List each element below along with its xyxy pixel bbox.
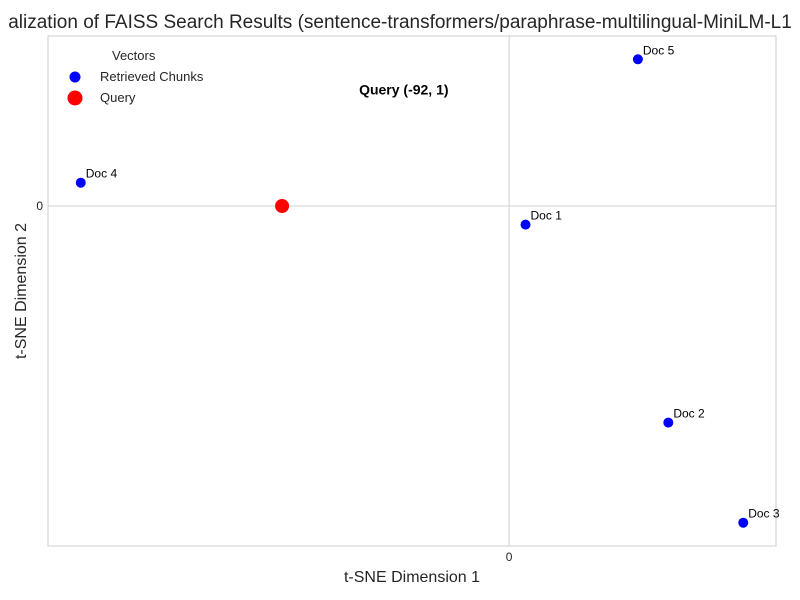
chart-title: alization of FAISS Search Results (sente… bbox=[8, 12, 792, 33]
legend-marker-retrieved-chunks bbox=[69, 71, 81, 83]
data-point bbox=[663, 417, 674, 428]
legend-title: Vectors bbox=[112, 48, 156, 63]
data-point bbox=[738, 517, 749, 528]
y-tick-label: 0 bbox=[36, 199, 43, 213]
plot-frame bbox=[47, 35, 777, 547]
point-label: Doc 5 bbox=[643, 43, 675, 57]
point-label: Doc 2 bbox=[673, 407, 705, 421]
query-point bbox=[275, 199, 290, 213]
data-point bbox=[75, 177, 86, 188]
x-tick-label: 0 bbox=[506, 550, 513, 564]
plot-area: 0 0 Doc 1 Doc 2 Doc 3 Doc 4 Doc 5 Query (-92, 1… bbox=[36, 35, 780, 564]
legend-label-retrieved-chunks: Retrieved Chunks bbox=[100, 69, 204, 84]
legend-marker-query bbox=[67, 90, 83, 106]
point-label: Doc 3 bbox=[748, 507, 780, 521]
x-axis-label: t-SNE Dimension 1 bbox=[344, 569, 480, 586]
y-axis-label: t-SNE Dimension 2 bbox=[13, 223, 30, 359]
data-point bbox=[632, 54, 643, 65]
point-label: Doc 4 bbox=[86, 167, 118, 181]
query-annotation: Query (-92, 1) bbox=[359, 82, 448, 98]
legend: Vectors Retrieved Chunks Query bbox=[67, 48, 204, 106]
legend-label-query: Query bbox=[100, 90, 136, 105]
data-point bbox=[520, 219, 531, 230]
point-label: Doc 1 bbox=[531, 209, 563, 223]
